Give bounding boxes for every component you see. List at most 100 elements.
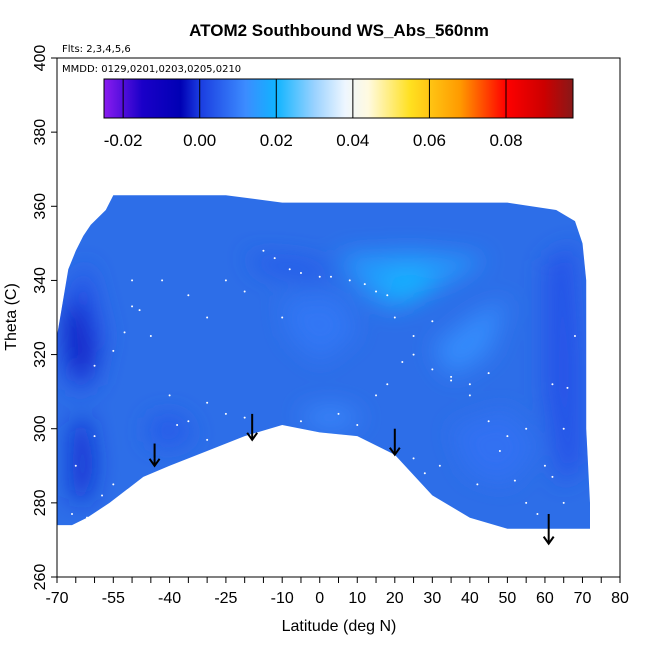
x-tick-label: 0	[315, 590, 324, 607]
sample-point	[337, 412, 340, 415]
sample-point	[86, 516, 89, 519]
y-tick-label: 300	[32, 415, 49, 442]
dates-annotation: MMDD: 0129,0201,0203,0205,0210	[62, 64, 241, 75]
sample-point	[543, 464, 546, 467]
sample-point	[187, 420, 190, 423]
sample-point	[348, 279, 351, 282]
sample-point	[551, 383, 554, 386]
sample-point	[131, 279, 134, 282]
colorbar-gradient	[103, 78, 574, 119]
x-tick-label: 60	[536, 590, 554, 607]
sample-point	[112, 349, 115, 352]
x-tick-label: 30	[423, 590, 441, 607]
sample-point	[468, 383, 471, 386]
field-region	[64, 295, 95, 385]
sample-point	[176, 424, 179, 427]
y-tick-label: 380	[32, 119, 49, 146]
arrow-marker	[148, 443, 161, 468]
sample-point	[487, 372, 490, 375]
sample-point	[273, 257, 276, 260]
sample-point	[562, 427, 565, 430]
x-tick-label: -70	[45, 590, 68, 607]
sample-point	[262, 431, 265, 434]
x-tick-label: 40	[461, 590, 479, 607]
arrow-marker	[246, 413, 258, 442]
colorbar-tick-label: 0.00	[183, 131, 216, 150]
sample-point	[562, 501, 565, 504]
x-tick-label: 70	[574, 590, 592, 607]
y-tick-label: 400	[32, 45, 49, 72]
sample-point	[513, 479, 516, 482]
sample-point	[375, 394, 378, 397]
sample-point	[412, 335, 415, 338]
sample-point	[401, 360, 404, 363]
sample-point	[206, 401, 209, 404]
sample-point	[363, 283, 366, 286]
sample-point	[299, 420, 302, 423]
sample-point	[187, 294, 190, 297]
sample-point	[123, 331, 126, 334]
x-axis-label: Latitude (deg N)	[282, 618, 397, 635]
sample-point	[468, 394, 471, 397]
arrow-markers	[148, 413, 555, 546]
sample-point	[101, 494, 104, 497]
field-region	[244, 254, 339, 281]
sample-point	[498, 449, 501, 452]
field-region	[72, 413, 95, 503]
colorbar-tick-label: -0.02	[104, 131, 143, 150]
sample-point	[386, 383, 389, 386]
sample-point	[142, 490, 145, 493]
field-region	[282, 295, 358, 362]
sample-point	[506, 435, 509, 438]
x-tick-label: -40	[158, 590, 181, 607]
sample-point	[243, 290, 246, 293]
x-tick-label: 80	[611, 590, 629, 607]
flights-annotation: Flts: 2,3,4,5,6	[62, 44, 131, 55]
sample-point	[423, 472, 426, 475]
y-axis-label: Theta (C)	[3, 283, 20, 351]
sample-point	[93, 435, 96, 438]
sample-point	[431, 368, 434, 371]
sample-point	[149, 335, 152, 338]
sample-point	[393, 316, 396, 319]
sample-point	[224, 412, 227, 415]
sample-point	[386, 294, 389, 297]
sample-point	[356, 424, 359, 427]
sample-point	[131, 305, 134, 308]
sample-point	[412, 457, 415, 460]
sample-point	[168, 394, 171, 397]
sample-point	[63, 531, 66, 534]
sample-point	[318, 275, 321, 278]
arrow-marker	[388, 428, 401, 457]
colorbar-tick-label: 0.06	[413, 131, 446, 150]
sample-point	[206, 438, 209, 441]
x-tick-label: -55	[102, 590, 125, 607]
field-region	[301, 406, 365, 429]
y-tick-label: 340	[32, 267, 49, 294]
colorbar-tick-label: 0.02	[260, 131, 293, 150]
heatmap-field	[57, 195, 590, 529]
y-tick-label: 320	[32, 341, 49, 368]
sample-point	[573, 335, 576, 338]
sample-point	[329, 275, 332, 278]
field-region	[432, 299, 508, 377]
sample-point	[112, 483, 115, 486]
sample-point	[438, 464, 441, 467]
sample-point	[525, 427, 528, 430]
sample-point	[243, 416, 246, 419]
y-axis: 260 280 300 320 340 360 380 400	[32, 45, 57, 591]
y-tick-label: 360	[32, 193, 49, 220]
sample-point	[93, 364, 96, 367]
sample-point	[71, 512, 74, 515]
sample-point	[288, 268, 291, 271]
field-region	[147, 413, 196, 448]
field-region	[376, 265, 440, 303]
sample-point	[224, 279, 227, 282]
sample-point	[487, 420, 490, 423]
y-tick-label: 260	[32, 564, 49, 591]
colorbar: -0.02 0.00 0.02 0.04 0.06 0.08	[103, 78, 574, 150]
sample-point	[551, 475, 554, 478]
sample-point	[206, 316, 209, 319]
sample-point	[412, 353, 415, 356]
arrow-marker	[542, 513, 555, 546]
